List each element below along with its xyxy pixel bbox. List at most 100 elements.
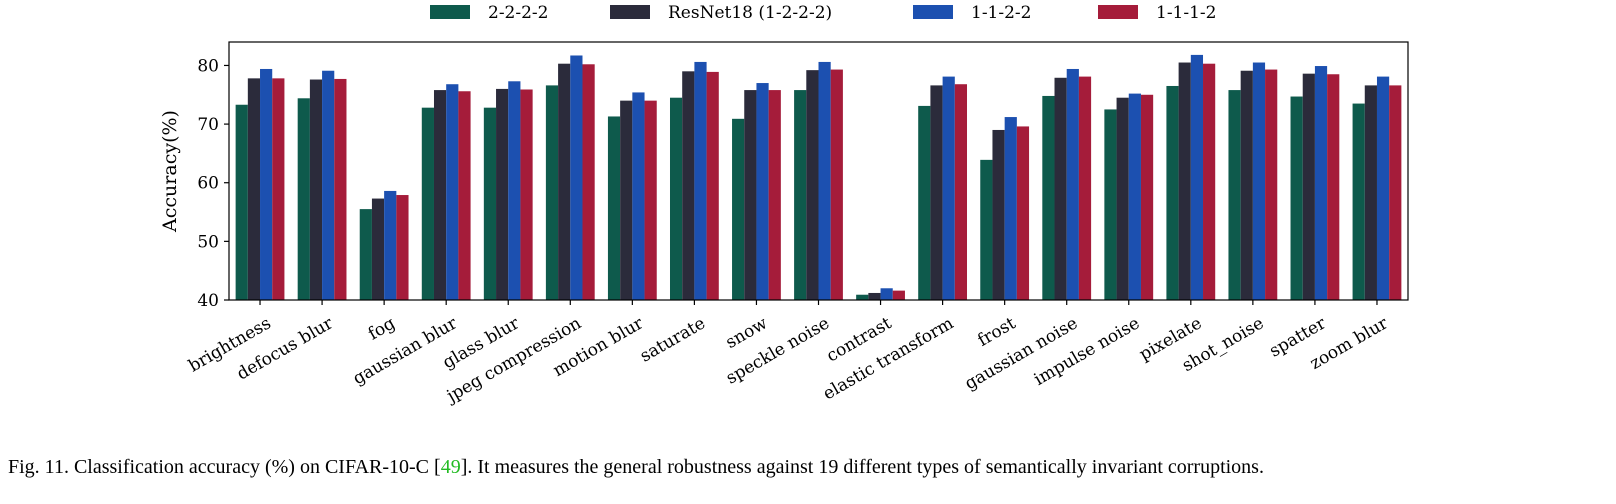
- bar-frost-ResNet18-1-2-2-2-: [992, 129, 1005, 300]
- bar-motion-blur-1-1-2-2: [632, 92, 645, 300]
- bar-jpeg-compression-ResNet18-1-2-2-2-: [558, 63, 571, 301]
- y-tick-label: 70: [197, 115, 219, 135]
- bar-gaussian-blur-1-1-2-2: [446, 84, 459, 300]
- caption-suffix: ]. It measures the general robustness ag…: [460, 456, 1264, 478]
- bar-spatter-ResNet18-1-2-2-2-: [1302, 73, 1315, 300]
- bar-spatter-2-2-2-2: [1290, 96, 1303, 300]
- bar-frost-2-2-2-2: [980, 159, 993, 300]
- bar-speckle-noise-ResNet18-1-2-2-2-: [806, 70, 819, 301]
- legend-label: 1-1-2-2: [971, 3, 1032, 23]
- legend-label: 2-2-2-2: [488, 3, 549, 23]
- bar-saturate-2-2-2-2: [669, 97, 683, 300]
- bar-contrast-1-1-2-2: [880, 288, 893, 300]
- x-tick-label: gaussian blur: [350, 313, 462, 389]
- bar-elastic-transform-1-1-2-2: [942, 76, 955, 300]
- bar-defocus-blur-1-1-1-2: [334, 78, 347, 300]
- bar-jpeg-compression-1-1-2-2: [570, 55, 583, 301]
- bar-saturate-1-1-1-2: [706, 71, 719, 301]
- bar-motion-blur-ResNet18-1-2-2-2-: [620, 100, 633, 301]
- x-tick-label: fog: [365, 313, 399, 344]
- bar-gaussian-noise-ResNet18-1-2-2-2-: [1054, 77, 1067, 300]
- bar-shot-noise-1-1-1-2: [1265, 69, 1278, 301]
- legend-swatch: [913, 5, 953, 19]
- legend-swatch: [430, 5, 470, 19]
- bar-brightness-1-1-1-2: [272, 78, 285, 300]
- y-tick-label: 60: [197, 174, 219, 194]
- bar-snow-ResNet18-1-2-2-2-: [744, 90, 757, 300]
- bar-pixelate-1-1-1-2: [1203, 63, 1216, 301]
- bar-saturate-ResNet18-1-2-2-2-: [682, 71, 695, 301]
- bar-spatter-1-1-1-2: [1327, 74, 1340, 300]
- bar-glass-blur-ResNet18-1-2-2-2-: [496, 88, 509, 300]
- plot-frame: [228, 41, 1409, 301]
- bar-fog-ResNet18-1-2-2-2-: [371, 198, 385, 300]
- bars-group: [235, 54, 1402, 301]
- bar-fog-1-1-2-2: [384, 190, 397, 300]
- bar-brightness-ResNet18-1-2-2-2-: [247, 78, 261, 300]
- y-axis-label: Accuracy(%): [159, 110, 181, 233]
- bar-gaussian-blur-2-2-2-2: [421, 107, 434, 300]
- legend-swatch: [1098, 5, 1138, 19]
- figure-caption: Fig. 11. Classification accuracy (%) on …: [8, 456, 1608, 479]
- bar-pixelate-1-1-2-2: [1190, 54, 1204, 301]
- bar-snow-2-2-2-2: [732, 118, 745, 301]
- bar-contrast-1-1-1-2: [892, 290, 905, 300]
- bar-fog-2-2-2-2: [359, 209, 372, 300]
- bar-glass-blur-1-1-1-2: [520, 89, 533, 300]
- y-axis: 40 50 60 70 80: [197, 56, 229, 311]
- bar-elastic-transform-2-2-2-2: [918, 105, 931, 300]
- legend-label: 1-1-1-2: [1156, 3, 1217, 23]
- bar-pixelate-2-2-2-2: [1166, 85, 1179, 301]
- legend: 2-2-2-2 ResNet18 (1-2-2-2) 1-1-2-2 1-1-1-2: [430, 3, 1217, 23]
- bar-zoom-blur-ResNet18-1-2-2-2-: [1364, 85, 1377, 301]
- bar-contrast-ResNet18-1-2-2-2-: [868, 292, 881, 300]
- bar-pixelate-ResNet18-1-2-2-2-: [1178, 62, 1191, 300]
- bar-defocus-blur-1-1-2-2: [322, 70, 335, 301]
- bar-shot-noise-1-1-2-2: [1252, 62, 1266, 300]
- bar-frost-1-1-1-2: [1016, 126, 1030, 300]
- caption-prefix: Fig. 11. Classification accuracy (%) on …: [8, 456, 441, 478]
- bar-gaussian-noise-1-1-2-2: [1066, 68, 1079, 301]
- bar-impulse-noise-ResNet18-1-2-2-2-: [1116, 97, 1129, 300]
- legend-swatch: [610, 5, 650, 19]
- bar-jpeg-compression-2-2-2-2: [545, 85, 559, 301]
- x-tick-label: speckle noise: [723, 313, 833, 388]
- bar-elastic-transform-1-1-1-2: [954, 84, 968, 300]
- bar-defocus-blur-ResNet18-1-2-2-2-: [309, 79, 323, 300]
- bar-zoom-blur-2-2-2-2: [1352, 103, 1365, 301]
- y-tick-label: 50: [197, 232, 219, 252]
- caption-reference-link[interactable]: 49: [440, 456, 461, 478]
- bar-fog-1-1-1-2: [396, 195, 409, 300]
- bar-glass-blur-1-1-2-2: [508, 81, 521, 300]
- bar-speckle-noise-2-2-2-2: [794, 90, 807, 300]
- legend-label: ResNet18 (1-2-2-2): [668, 3, 832, 23]
- bar-saturate-1-1-2-2: [694, 61, 707, 300]
- bar-chart: 2-2-2-2 ResNet18 (1-2-2-2) 1-1-2-2 1-1-1-2 …: [159, 3, 1409, 407]
- bar-shot-noise-ResNet18-1-2-2-2-: [1240, 70, 1253, 301]
- bar-frost-1-1-2-2: [1004, 117, 1017, 301]
- bar-motion-blur-1-1-1-2: [644, 100, 657, 301]
- bar-glass-blur-2-2-2-2: [483, 107, 497, 300]
- bar-contrast-2-2-2-2: [856, 294, 869, 300]
- y-tick-label: 40: [197, 291, 219, 311]
- bar-snow-1-1-2-2: [756, 83, 769, 300]
- bar-gaussian-blur-ResNet18-1-2-2-2-: [433, 90, 447, 300]
- x-tick-label: saturate: [637, 313, 709, 366]
- x-tick-label: impulse noise: [1031, 313, 1144, 390]
- bar-gaussian-noise-1-1-1-2: [1078, 76, 1092, 300]
- bar-gaussian-blur-1-1-1-2: [458, 91, 471, 300]
- bar-brightness-2-2-2-2: [235, 104, 248, 300]
- bar-zoom-blur-1-1-1-2: [1389, 85, 1402, 301]
- bar-speckle-noise-1-1-2-2: [818, 61, 831, 300]
- bar-impulse-noise-1-1-2-2: [1128, 93, 1141, 300]
- bar-elastic-transform-ResNet18-1-2-2-2-: [930, 85, 943, 301]
- y-tick-label: 80: [197, 56, 219, 76]
- bar-snow-1-1-1-2: [768, 90, 781, 300]
- bar-spatter-1-1-2-2: [1314, 66, 1328, 300]
- bar-defocus-blur-2-2-2-2: [297, 98, 310, 300]
- bar-shot-noise-2-2-2-2: [1228, 90, 1241, 300]
- bar-gaussian-noise-2-2-2-2: [1042, 95, 1055, 300]
- bar-zoom-blur-1-1-2-2: [1376, 76, 1390, 300]
- bar-speckle-noise-1-1-1-2: [830, 69, 843, 301]
